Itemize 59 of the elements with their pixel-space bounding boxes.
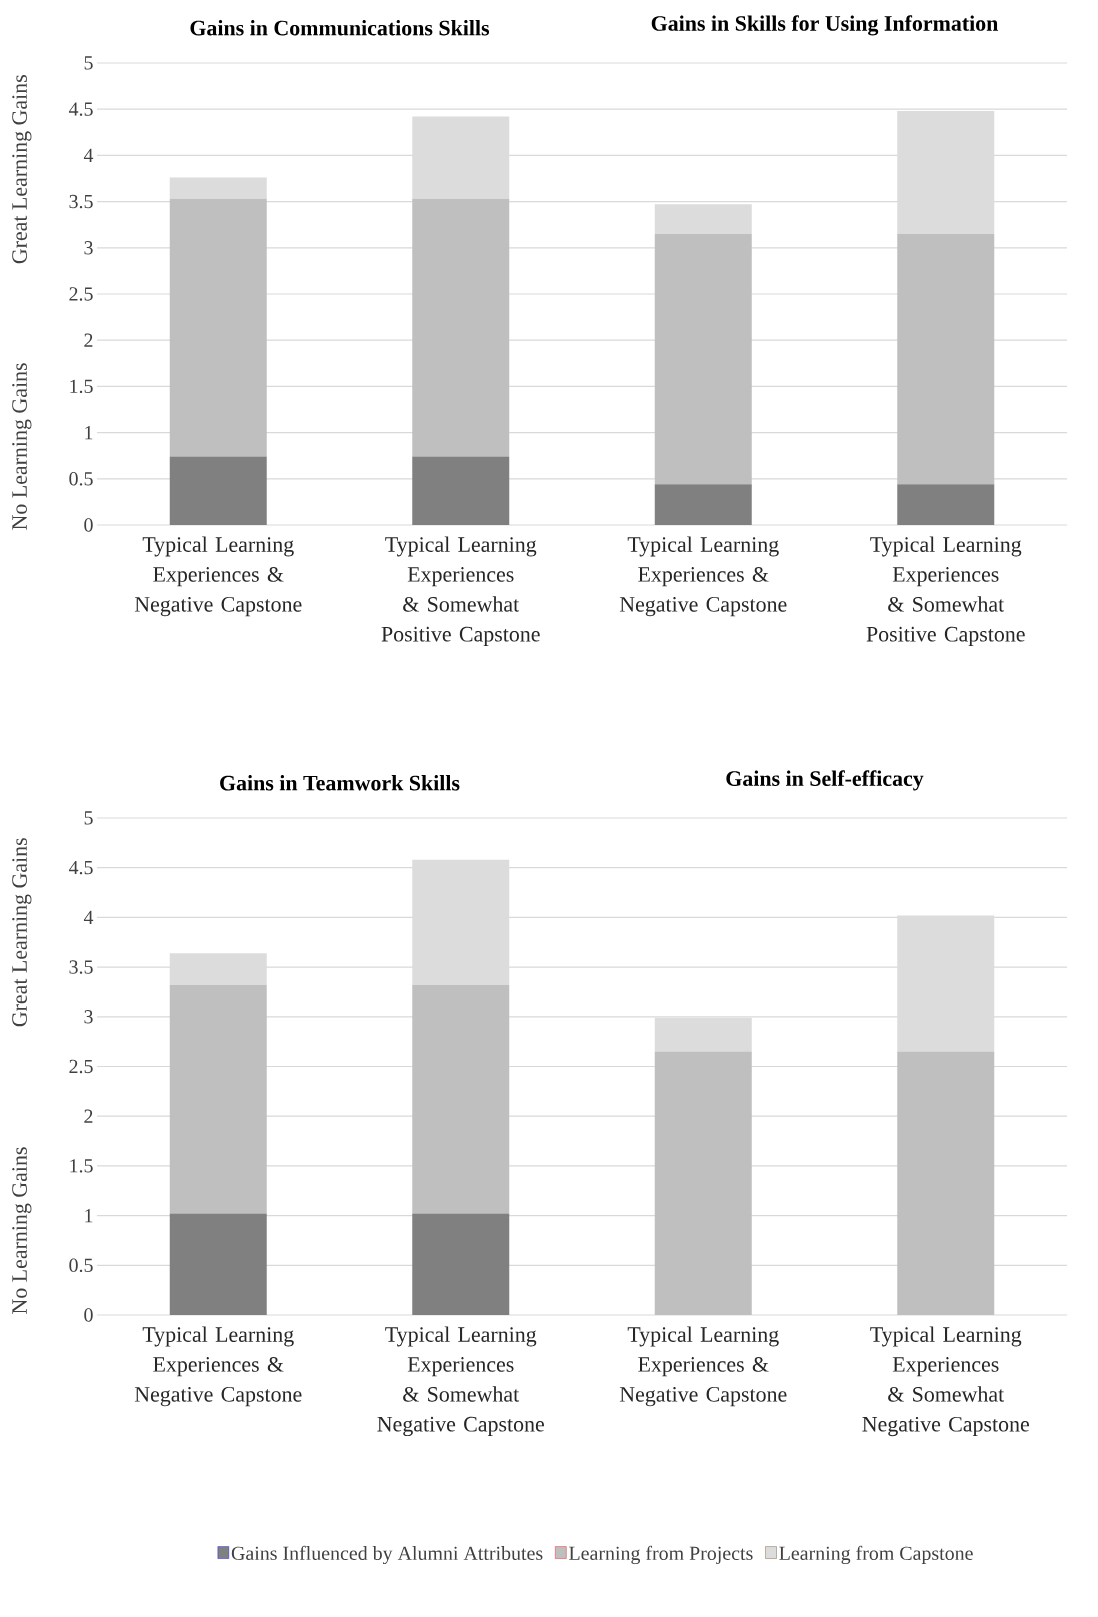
y-tick-label: 1.5 (70, 1159, 93, 1173)
y-tick-label: 4.5 (68, 102, 93, 116)
y-tick-label: 5 (84, 811, 93, 825)
x-tick-label: Typical Learning Experiences & Somewhat Positive Capstone (866, 536, 1025, 647)
y-tick-label: 3.5 (69, 194, 93, 209)
bar (654, 233, 752, 485)
y-tick-label: 0 (84, 518, 93, 532)
legend-label: Learning from Projects (569, 1545, 753, 1565)
x-tick-label: Typical Learning Experiences & Negative Capstone (134, 536, 302, 617)
x-tick-label: Typical Learning Experiences & Somewhat Negative Capstone (862, 1326, 1029, 1437)
bar (412, 198, 510, 457)
bar (654, 204, 752, 234)
chart-title: Gains in Self-efficacy (726, 770, 924, 791)
y-tick-label: 2.5 (69, 287, 93, 301)
y-axis-title: Great Learning Gains (12, 838, 32, 1027)
chart-title: Gains in Communications Skills (190, 20, 490, 36)
bar (897, 111, 995, 234)
y-tick-label: 2 (84, 1109, 93, 1123)
bar (654, 484, 752, 525)
x-tick-label: Typical Learning Experiences & Somewhat Negative Capstone (377, 1326, 544, 1437)
y-tick-label: 5 (84, 56, 93, 70)
chart-title: Gains in Teamwork Skills (220, 775, 460, 791)
y-tick-label: 4.5 (68, 861, 93, 875)
x-tick-label: Typical Learning Experiences & Negative Capstone (134, 1326, 302, 1407)
y-tick-label: 4 (83, 910, 94, 924)
y-tick-label: 0.5 (69, 472, 93, 486)
y-tick-label: 0 (84, 1308, 93, 1322)
bar (897, 233, 995, 485)
text: No Learning Gains (12, 1147, 32, 1314)
legend-label: Gains Influenced by Alumni Attributes (231, 1545, 543, 1565)
y-tick-label: 1 (85, 1209, 93, 1223)
y-tick-label: 3 (84, 241, 93, 255)
bar (169, 177, 267, 199)
y-tick-label: 1.5 (70, 379, 93, 394)
y-tick-label: 1 (85, 426, 93, 440)
bar (412, 456, 510, 525)
bar (412, 1213, 510, 1315)
bar (169, 456, 267, 525)
chart-title: Gains in Skills for Using Information (651, 15, 999, 36)
bar (169, 198, 267, 457)
bar (412, 859, 510, 985)
y-axis-title: Great Learning Gains (12, 75, 32, 264)
bar (169, 1213, 267, 1315)
y-tick-label: 3.5 (69, 960, 93, 974)
y-tick-label: 2.5 (69, 1059, 93, 1074)
text: No Learning Gains (12, 363, 32, 530)
bar (412, 984, 510, 1214)
x-tick-label: Typical Learning Experiences & Negative Capstone (619, 1326, 787, 1407)
x-tick-label: Typical Learning Experiences & Somewhat Positive Capstone (381, 536, 540, 647)
x-tick-label: Typical Learning Experiences & Negative Capstone (619, 536, 787, 617)
bar (169, 953, 267, 985)
legend-label: Learning from Capstone (779, 1545, 973, 1565)
y-tick-label: 2 (84, 333, 93, 347)
y-tick-label: 0.5 (69, 1258, 93, 1273)
y-tick-label: 3 (84, 1010, 93, 1024)
y-tick-label: 4 (83, 148, 94, 162)
bar (169, 984, 267, 1214)
bar (897, 484, 995, 525)
bar (412, 116, 510, 199)
